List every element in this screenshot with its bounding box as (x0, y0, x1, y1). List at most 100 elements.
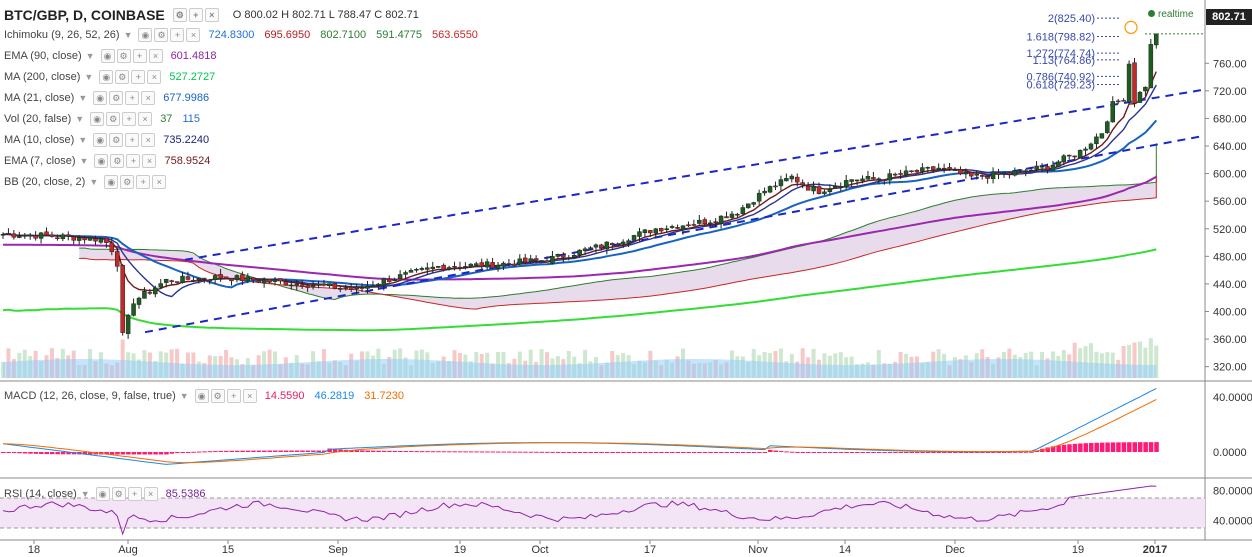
indicator-legend-row[interactable]: Ichimoku (9, 26, 52, 26) ▼ ◉ ⚙ + × 724.8300 695… (4, 26, 488, 44)
candle-body (191, 279, 196, 282)
candle-body (958, 169, 963, 174)
add-icon[interactable]: + (136, 175, 151, 189)
candle-body (223, 276, 229, 279)
candle-body (136, 297, 142, 305)
close-icon[interactable]: × (186, 28, 201, 42)
close-icon[interactable]: × (142, 154, 157, 168)
candle-body (98, 238, 104, 243)
chevron-down-icon[interactable]: ▼ (78, 93, 88, 103)
close-icon[interactable]: × (152, 175, 167, 189)
indicator-legend-row[interactable]: MA (200, close) ▼ ◉ ⚙ + × 527.2727 (4, 68, 225, 86)
add-icon[interactable]: + (170, 28, 185, 42)
macd-histogram-bar (893, 452, 898, 453)
eye-icon[interactable]: ◉ (138, 28, 153, 42)
macd-histogram-bar (1029, 451, 1034, 453)
candle-body (533, 258, 539, 261)
close-icon[interactable]: × (141, 133, 156, 147)
settings-icon[interactable]: ⚙ (154, 28, 169, 42)
candle-body (376, 283, 381, 286)
settings-icon[interactable]: ⚙ (115, 70, 130, 84)
add-icon[interactable]: + (122, 112, 137, 126)
eye-icon[interactable]: ◉ (100, 49, 115, 63)
indicator-legend-row[interactable]: MA (21, close) ▼ ◉ ⚙ + × 677.9986 (4, 89, 219, 107)
chevron-down-icon[interactable]: ▼ (80, 489, 90, 499)
candle-body (403, 272, 408, 275)
candle-body (773, 185, 778, 188)
macd-histogram-bar (131, 452, 137, 455)
macd-histogram-bar (49, 452, 55, 455)
add-icon[interactable]: + (127, 487, 142, 501)
macd-histogram-bar (621, 452, 626, 453)
close-icon[interactable]: × (147, 70, 162, 84)
macd-histogram-bar (506, 451, 512, 453)
eye-icon[interactable]: ◉ (90, 112, 105, 126)
eye-icon[interactable]: ◉ (93, 133, 108, 147)
macd-histogram-bar (517, 451, 523, 453)
candle-body (593, 244, 599, 248)
indicator-legend-row[interactable]: EMA (90, close) ▼ ◉ ⚙ + × 601.4818 (4, 47, 226, 65)
candle-body (550, 256, 555, 264)
add-icon[interactable]: + (131, 70, 146, 84)
chevron-down-icon[interactable]: ▼ (85, 51, 95, 61)
indicator-legend-row[interactable]: Vol (20, false) ▼ ◉ ⚙ + × 37 115 (4, 110, 210, 128)
macd-histogram-bar (768, 449, 773, 452)
settings-icon[interactable]: ⚙ (106, 112, 121, 126)
eye-icon[interactable]: ◉ (99, 70, 114, 84)
chevron-down-icon[interactable]: ▼ (79, 156, 89, 166)
macd-histogram-bar (724, 452, 730, 453)
chevron-down-icon[interactable]: ▼ (89, 177, 99, 187)
eye-icon[interactable]: ◉ (95, 487, 110, 501)
chevron-down-icon[interactable]: ▼ (78, 135, 88, 145)
macd-histogram-bar (452, 451, 458, 453)
symbol-title[interactable]: BTC/GBP, D, COINBASE (4, 7, 165, 23)
candle-body (359, 287, 365, 289)
ichimoku-span-a (79, 143, 1157, 301)
chevron-down-icon[interactable]: ▼ (84, 72, 94, 82)
close-icon[interactable]: × (138, 112, 153, 126)
settings-icon[interactable]: ⚙ (172, 8, 187, 22)
indicator-legend-row[interactable]: BB (20, close, 2) ▼ ◉ ⚙ + × (4, 173, 174, 191)
close-icon[interactable]: × (141, 91, 156, 105)
chevron-down-icon[interactable]: ▼ (179, 391, 189, 401)
close-icon[interactable]: × (148, 49, 163, 63)
macd-histogram-bar (283, 450, 289, 452)
settings-icon[interactable]: ⚙ (120, 175, 135, 189)
close-icon[interactable]: × (143, 487, 158, 501)
candle-body (1115, 100, 1121, 103)
settings-icon[interactable]: ⚙ (109, 133, 124, 147)
chevron-down-icon[interactable]: ▼ (75, 114, 85, 124)
add-icon[interactable]: + (126, 154, 141, 168)
candle-body (163, 279, 169, 283)
close-icon[interactable]: × (242, 389, 257, 403)
macd-histogram-bar (1001, 451, 1007, 453)
close-icon[interactable]: × (204, 8, 219, 22)
eye-icon[interactable]: ◉ (194, 389, 209, 403)
add-icon[interactable]: + (226, 389, 241, 403)
eye-icon[interactable]: ◉ (104, 175, 119, 189)
macd-legend-row[interactable]: MACD (12, 26, close, 9, false, true) ▼ ◉ ⚙ +… (4, 387, 414, 405)
rsi-legend-row[interactable]: RSI (14, close) ▼ ◉ ⚙ + × 85.5386 (4, 485, 215, 503)
eye-icon[interactable]: ◉ (94, 154, 109, 168)
settings-icon[interactable]: ⚙ (210, 389, 225, 403)
candle-body (620, 241, 626, 245)
chevron-down-icon[interactable]: ▼ (123, 30, 133, 40)
indicator-legend-row[interactable]: MA (10, close) ▼ ◉ ⚙ + × 735.2240 (4, 131, 219, 149)
settings-icon[interactable]: ⚙ (110, 154, 125, 168)
macd-histogram-bar (1116, 442, 1121, 452)
settings-icon[interactable]: ⚙ (109, 91, 124, 105)
candle-body (756, 192, 762, 202)
time-axis-label: 2017 (1143, 544, 1167, 556)
candle-body (1121, 100, 1126, 102)
candle-body (691, 224, 697, 226)
add-icon[interactable]: + (125, 133, 140, 147)
settings-icon[interactable]: ⚙ (111, 487, 126, 501)
indicator-legend-row[interactable]: EMA (7, close) ▼ ◉ ⚙ + × 758.9524 (4, 152, 220, 170)
add-icon[interactable]: + (188, 8, 203, 22)
settings-icon[interactable]: ⚙ (116, 49, 131, 63)
add-icon[interactable]: + (125, 91, 140, 105)
macd-histogram-bar (468, 451, 474, 453)
candle-body (1154, 33, 1159, 46)
add-icon[interactable]: + (132, 49, 147, 63)
eye-icon[interactable]: ◉ (93, 91, 108, 105)
